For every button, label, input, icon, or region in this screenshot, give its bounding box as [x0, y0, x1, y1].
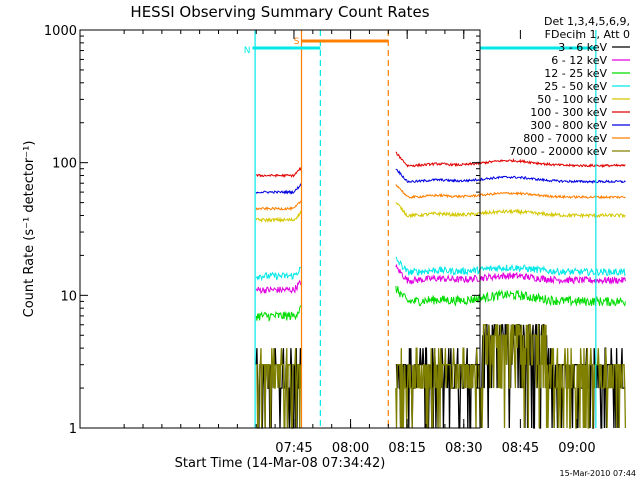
- series-line: [256, 348, 302, 429]
- series-50-100-keV: [255, 202, 626, 224]
- legend-label: 7000 - 20000 keV: [509, 145, 607, 158]
- legend-label: 800 - 7000 keV: [523, 132, 607, 145]
- x-tick-label: 08:30: [445, 441, 482, 456]
- flag-layer: SN: [244, 37, 596, 56]
- series-line: [255, 183, 302, 195]
- y-axis: 1 10 100 1000: [44, 24, 480, 437]
- series-line: [255, 266, 302, 282]
- series-6-12-keV: [255, 263, 626, 295]
- series-7000-20000-keV: [256, 324, 627, 429]
- y-tick-label: 1: [69, 422, 77, 437]
- series-line: [255, 210, 302, 224]
- series-300-800-keV: [255, 168, 626, 195]
- series-100-300-keV: [255, 151, 626, 179]
- series-line: [255, 305, 302, 322]
- x-tick-label: 07:45: [275, 441, 312, 456]
- series-line: [395, 256, 626, 277]
- y-axis-label: Count Rate (s⁻¹ detector⁻¹): [22, 141, 37, 318]
- legend-label: 6 - 12 keV: [551, 54, 607, 67]
- legend: Det 1,3,4,5,6,9,FDecim 1, Att 03 - 6 keV…: [509, 15, 630, 158]
- series-line: [395, 151, 626, 169]
- y-tick-label: 10: [60, 289, 77, 304]
- series-line: [395, 285, 626, 307]
- series-25-50-keV: [255, 256, 626, 282]
- marker-layer: [254, 30, 597, 428]
- series-line: [395, 263, 626, 285]
- series-line: [395, 324, 627, 429]
- series-line: [395, 202, 626, 220]
- legend-header: Det 1,3,4,5,6,9,: [544, 15, 630, 28]
- x-tick-label: 09:00: [558, 441, 595, 456]
- x-axis: 07:45 08:00 08:15 08:30 08:45 09:00: [123, 30, 596, 456]
- legend-header: FDecim 1, Att 0: [545, 28, 630, 41]
- x-tick-label: 08:45: [502, 441, 539, 456]
- legend-label: 3 - 6 keV: [558, 41, 607, 54]
- legend-label: 300 - 800 keV: [530, 119, 607, 132]
- series-line: [255, 167, 302, 179]
- chart-title: HESSI Observing Summary Count Rates: [130, 3, 429, 21]
- y-tick-label: 1000: [44, 24, 77, 39]
- flag-label: S: [294, 37, 300, 47]
- series-line: [255, 279, 302, 295]
- y-tick-label: 100: [52, 157, 77, 172]
- series-800-7000-keV: [255, 184, 626, 212]
- legend-label: 25 - 50 keV: [544, 80, 607, 93]
- series-line: [395, 184, 626, 200]
- flag-label: N: [244, 46, 251, 56]
- series-line: [255, 200, 302, 212]
- x-tick-label: 08:15: [388, 441, 425, 456]
- legend-label: 100 - 300 keV: [530, 106, 607, 119]
- x-axis-label: Start Time (14-Mar-08 07:34:42): [175, 456, 386, 471]
- legend-label: 50 - 100 keV: [537, 93, 607, 106]
- series-line: [395, 168, 626, 184]
- x-tick-label: 08:00: [332, 441, 369, 456]
- plot-frame: [79, 29, 481, 429]
- footer-timestamp: 15-Mar-2010 07:44: [560, 469, 637, 478]
- series-layer: [255, 151, 627, 429]
- series-12-25-keV: [255, 285, 626, 322]
- legend-label: 12 - 25 keV: [544, 67, 607, 80]
